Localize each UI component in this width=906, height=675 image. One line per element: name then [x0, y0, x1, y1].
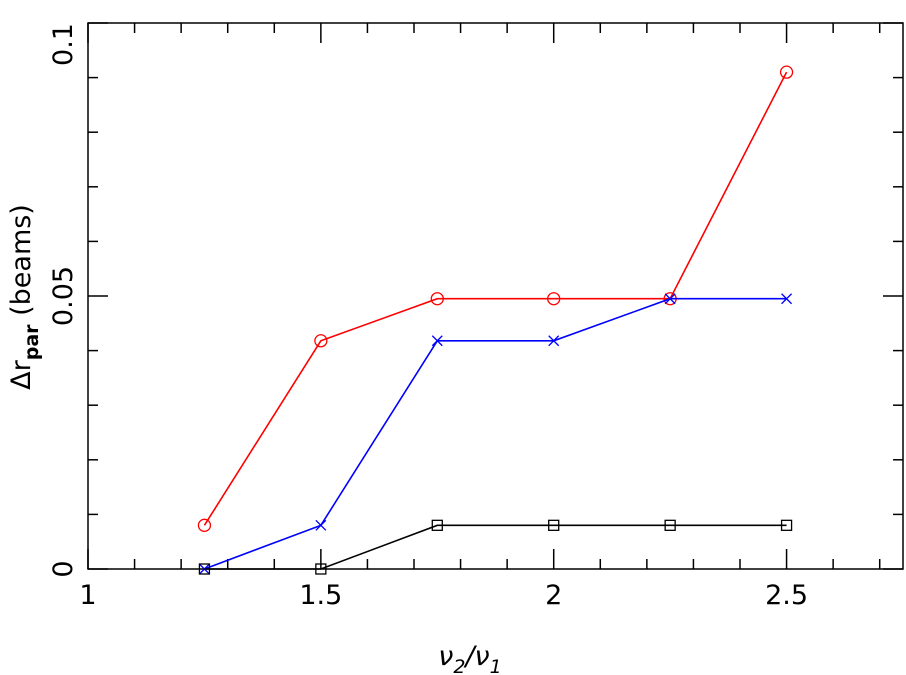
y-axis-label: Δrpar (beams): [6, 204, 43, 390]
x-tick-label: 1.5: [299, 580, 342, 611]
y-tick-label: 0.1: [48, 23, 79, 66]
point: [548, 519, 560, 531]
point: [664, 519, 676, 531]
x-label-sub: 1: [490, 656, 502, 675]
point: [315, 519, 327, 531]
x-tick-label: 2: [545, 580, 562, 611]
y-tick-label: 0: [48, 560, 79, 577]
point: [781, 293, 793, 305]
point: [547, 292, 561, 306]
y-label-part: Δr: [6, 359, 37, 389]
point: [315, 563, 327, 575]
series-line: [204, 297, 787, 570]
point: [779, 65, 794, 79]
point: [548, 335, 560, 347]
point: [431, 335, 443, 347]
x-label-sub: 2: [453, 656, 465, 675]
x-tick-label: 2.5: [765, 580, 808, 611]
point: [780, 519, 793, 531]
series-line: [203, 71, 788, 526]
x-label-part: /ν: [463, 641, 489, 672]
point: [314, 334, 328, 348]
x-label-part: ν: [438, 641, 453, 672]
y-label-sub: par: [21, 324, 43, 360]
x-tick-label: 1: [79, 580, 96, 611]
point: [197, 518, 212, 532]
y-label-part: (beams): [6, 204, 37, 324]
plot-frame: [87, 22, 904, 570]
x-axis-label: ν2/ν1: [438, 641, 501, 675]
series-line: [204, 524, 787, 570]
y-tick-label: 0.05: [48, 266, 79, 326]
point: [430, 292, 444, 306]
point: [664, 293, 676, 305]
point: [431, 519, 443, 531]
point: [198, 563, 211, 575]
